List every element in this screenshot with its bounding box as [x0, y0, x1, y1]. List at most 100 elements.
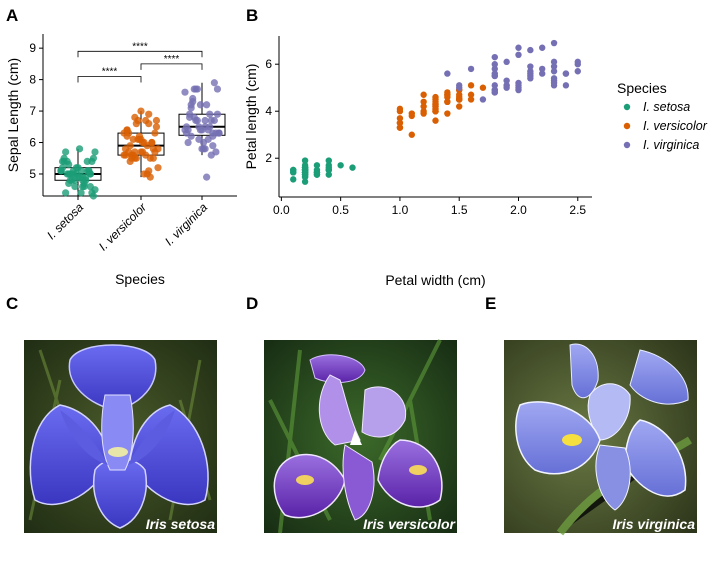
- data-point: [62, 189, 70, 197]
- data-point: [515, 79, 522, 87]
- data-point: [515, 51, 522, 59]
- data-point: [69, 170, 77, 178]
- data-point: [467, 65, 475, 73]
- legend-swatch: [623, 141, 631, 149]
- data-point: [550, 68, 558, 75]
- y-tick-label: 9: [29, 41, 36, 55]
- data-point: [204, 135, 212, 143]
- data-point: [207, 151, 215, 159]
- data-point: [432, 105, 439, 113]
- data-point: [491, 82, 498, 89]
- x-tick-label: 0.5: [332, 203, 349, 217]
- data-point: [148, 138, 156, 147]
- data-point: [479, 84, 487, 91]
- data-point: [527, 63, 534, 70]
- data-point: [213, 85, 222, 93]
- x-tick-label: 0.0: [273, 203, 290, 217]
- data-point: [187, 101, 195, 109]
- data-point: [562, 82, 570, 89]
- data-point: [203, 173, 211, 181]
- data-point: [89, 154, 98, 162]
- significance-bracket: [77, 76, 142, 83]
- data-point: [539, 65, 546, 73]
- data-point: [420, 108, 427, 115]
- data-point: [301, 178, 309, 185]
- data-point: [151, 129, 159, 137]
- data-point: [184, 138, 192, 147]
- data-point: [57, 167, 65, 175]
- data-point: [444, 110, 451, 117]
- data-point: [456, 82, 463, 89]
- data-point: [444, 70, 451, 77]
- y-tick-label: 5: [29, 167, 36, 181]
- photo-iris-virginica: [504, 340, 697, 536]
- data-point: [71, 176, 79, 184]
- data-point: [145, 120, 153, 128]
- data-point: [550, 63, 558, 70]
- data-point: [396, 105, 404, 113]
- data-point: [550, 75, 558, 82]
- data-point: [123, 132, 131, 140]
- data-point: [527, 46, 534, 54]
- photo-caption-virginica: Iris virginica: [613, 516, 696, 532]
- data-point: [209, 142, 217, 150]
- data-point: [301, 157, 309, 164]
- y-axis-title: Sepal Length (cm): [5, 58, 21, 172]
- data-point: [203, 101, 211, 109]
- panel-label-d: D: [246, 294, 258, 313]
- data-point: [527, 70, 534, 77]
- data-point: [75, 145, 84, 153]
- data-point: [207, 116, 215, 125]
- data-point: [420, 98, 427, 106]
- data-point: [467, 96, 475, 103]
- y-tick-label: 2: [265, 151, 272, 165]
- data-point: [444, 93, 451, 101]
- x-tick-label: 1.5: [451, 203, 468, 217]
- y-tick-label: 6: [29, 136, 36, 150]
- data-point: [206, 110, 214, 118]
- x-tick-label: I. virginica: [162, 200, 210, 248]
- data-point: [301, 169, 309, 176]
- panel-label-b: B: [246, 6, 258, 25]
- x-axis-title: Species: [115, 271, 165, 287]
- data-point: [65, 160, 73, 169]
- data-point: [215, 129, 223, 137]
- data-point: [210, 79, 218, 87]
- data-point: [539, 44, 546, 51]
- data-point: [129, 135, 137, 143]
- data-point: [152, 123, 161, 131]
- data-point: [196, 101, 205, 109]
- data-point: [444, 98, 451, 106]
- data-point: [515, 44, 522, 51]
- data-point: [503, 77, 510, 84]
- data-point: [444, 89, 451, 96]
- data-point: [63, 170, 71, 178]
- data-point: [550, 39, 558, 47]
- data-point: [396, 115, 404, 122]
- data-point: [145, 167, 153, 175]
- data-point: [135, 135, 144, 143]
- x-axis-title: Petal width (cm): [385, 272, 485, 288]
- data-point: [456, 103, 463, 110]
- panel-label-c: C: [6, 294, 18, 313]
- data-point: [467, 82, 475, 89]
- data-point: [432, 100, 439, 108]
- data-point: [89, 192, 98, 200]
- significance-bracket: [140, 63, 203, 70]
- y-axis-title: Petal length (cm): [243, 64, 259, 170]
- data-point: [137, 148, 145, 156]
- data-point: [86, 170, 94, 178]
- data-point: [199, 145, 208, 153]
- legend-swatch: [623, 122, 631, 130]
- data-point: [313, 162, 321, 169]
- data-point: [290, 176, 297, 183]
- data-point: [131, 148, 139, 156]
- box: [178, 113, 226, 136]
- data-point: [121, 145, 130, 153]
- data-point: [574, 68, 581, 75]
- data-point: [420, 91, 427, 98]
- x-tick-label: I. versicolor: [96, 200, 150, 254]
- data-point: [349, 164, 356, 171]
- data-point: [187, 132, 195, 140]
